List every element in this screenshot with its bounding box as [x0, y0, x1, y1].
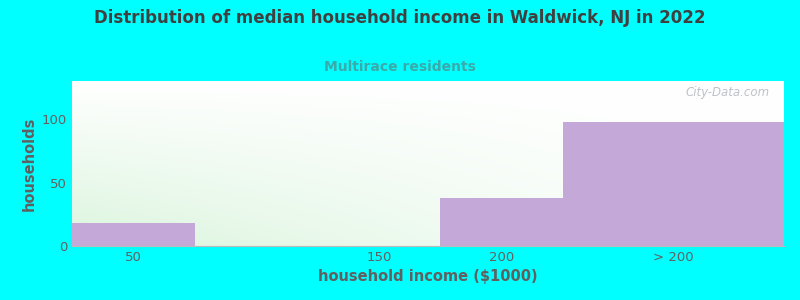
Y-axis label: households: households	[22, 116, 36, 211]
Text: City-Data.com: City-Data.com	[686, 86, 770, 99]
Text: Distribution of median household income in Waldwick, NJ in 2022: Distribution of median household income …	[94, 9, 706, 27]
Bar	[72, 223, 194, 246]
Bar	[440, 198, 563, 246]
Text: Multirace residents: Multirace residents	[324, 60, 476, 74]
Bar	[563, 122, 784, 246]
X-axis label: household income ($1000): household income ($1000)	[318, 269, 538, 284]
